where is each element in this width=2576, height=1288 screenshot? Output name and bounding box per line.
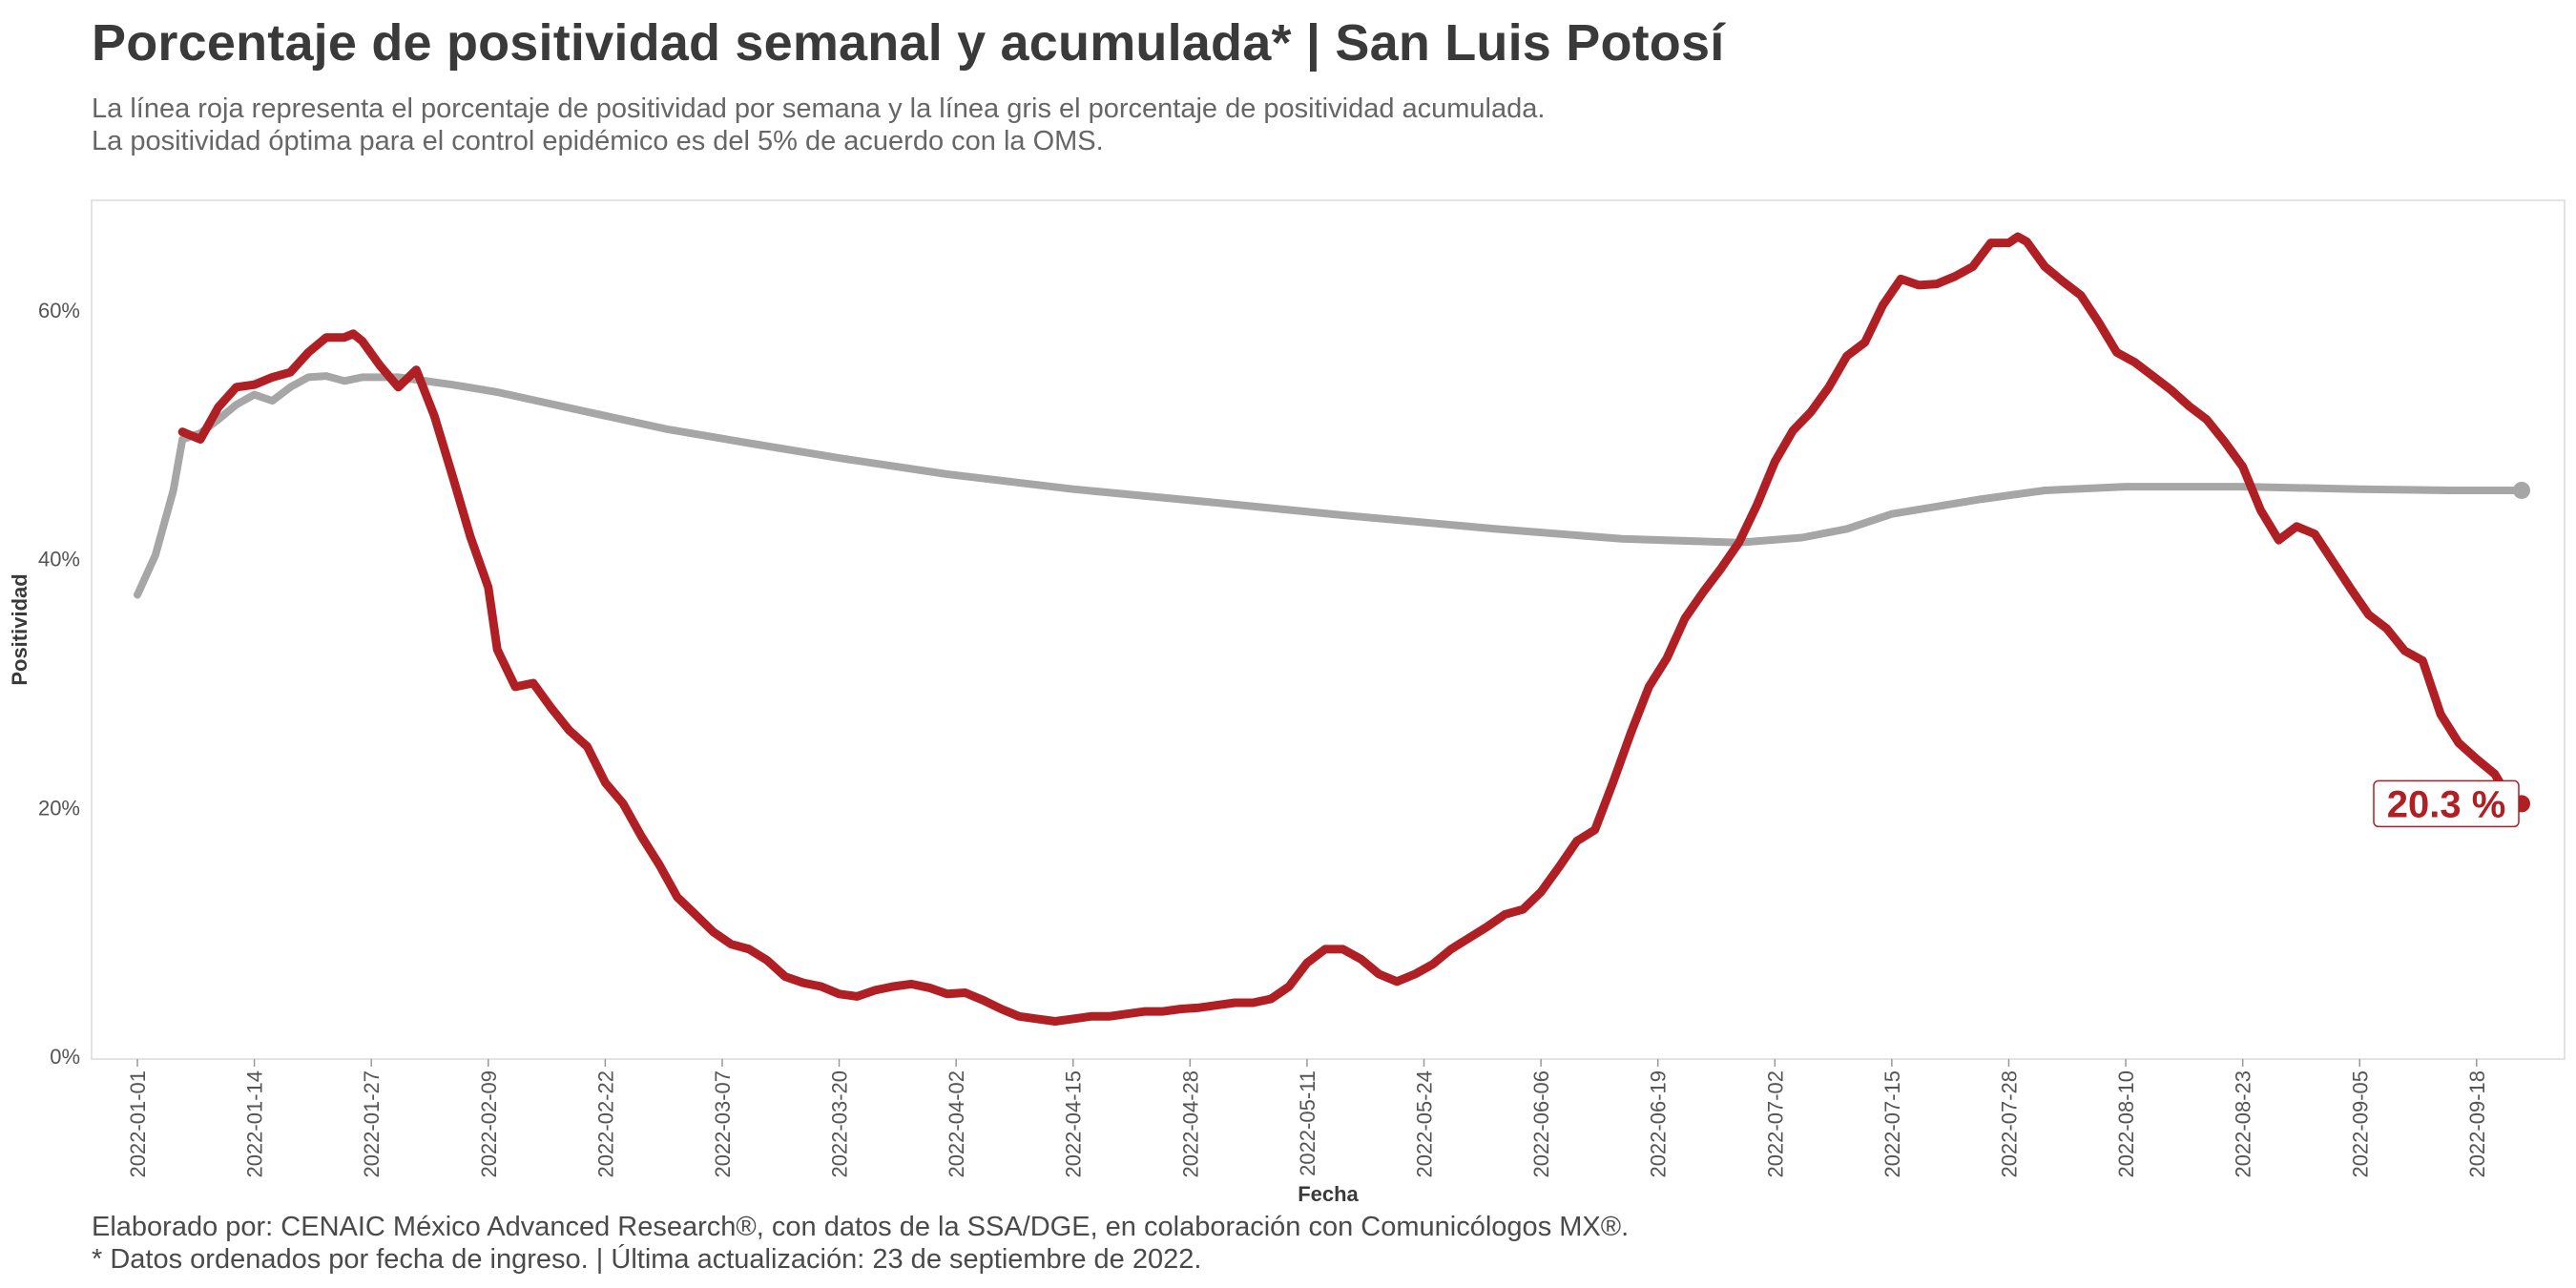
- y-axis-title: Positividad: [8, 573, 31, 685]
- subtitle-line-1: La línea roja representa el porcentaje d…: [92, 93, 1546, 124]
- weekly-end-label: 20.3 %: [2373, 779, 2520, 828]
- plot-panel: [91, 199, 2566, 1060]
- x-tick-label: 2022-09-05: [2348, 1070, 2372, 1178]
- weekly-positivity-line: [177, 232, 2518, 1026]
- y-axis: 0% 20% 40% 60%: [38, 299, 80, 1069]
- caption-note: * Datos ordenados por fecha de ingreso. …: [92, 1244, 1202, 1275]
- end-label-box: [2373, 779, 2520, 828]
- x-tick-label: 2022-08-23: [2232, 1070, 2255, 1178]
- x-tick-label: 2022-04-15: [1062, 1070, 1086, 1178]
- x-tick-label: 2022-01-14: [243, 1070, 267, 1178]
- x-tick-label: 2022-04-02: [945, 1070, 968, 1178]
- caption-credit: Elaborado por: CENAIC México Advanced Re…: [92, 1212, 1630, 1242]
- y-tick-label: 60%: [38, 299, 80, 322]
- x-tick-label: 2022-02-09: [477, 1070, 501, 1178]
- cumulative-end-dot: [2513, 481, 2530, 499]
- x-tick-label: 2022-05-24: [1413, 1070, 1437, 1178]
- y-tick-label: 20%: [38, 796, 80, 820]
- x-tick-label: 2022-07-28: [1997, 1070, 2021, 1178]
- x-tick-label: 2022-06-06: [1529, 1070, 1553, 1178]
- x-tick-label: 2022-01-27: [360, 1070, 384, 1178]
- x-axis-title: Fecha: [1298, 1182, 1359, 1206]
- x-tick-label: 2022-04-28: [1178, 1070, 1202, 1178]
- end-label-value: 20.3 %: [2387, 783, 2506, 825]
- cumulative-positivity-line: [134, 372, 2525, 599]
- x-tick-label: 2022-05-11: [1296, 1070, 1319, 1176]
- x-tick-label: 2022-06-19: [1647, 1070, 1671, 1178]
- y-tick-label: 0%: [50, 1045, 80, 1069]
- subtitle-line-2: La positividad óptima para el control ep…: [92, 126, 1104, 156]
- x-tick-label: 2022-07-15: [1880, 1070, 1904, 1178]
- x-tick-label: 2022-02-22: [593, 1070, 617, 1178]
- x-tick-label: 2022-03-20: [828, 1070, 852, 1178]
- x-tick-label: 2022-03-07: [711, 1070, 735, 1178]
- x-tick-label: 2022-09-18: [2465, 1070, 2489, 1178]
- x-tick-label: 2022-08-10: [2114, 1070, 2138, 1178]
- page-title: Porcentaje de positividad semanal y acum…: [92, 14, 1725, 72]
- x-axis: 2022-01-01 2022-01-14 2022-01-27 2022-02-09…: [126, 1059, 2489, 1178]
- x-tick-label: 2022-01-01: [126, 1070, 150, 1178]
- y-tick-label: 40%: [38, 548, 80, 571]
- x-tick-label: 2022-07-02: [1763, 1070, 1787, 1178]
